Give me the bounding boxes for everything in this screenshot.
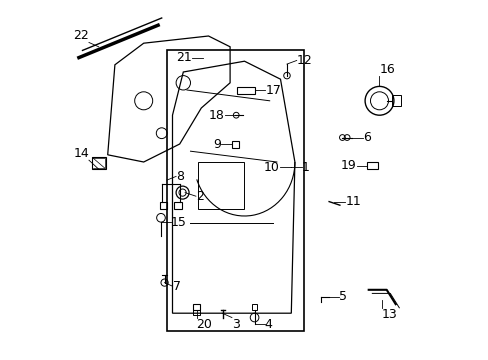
Text: 6: 6 [363,131,370,144]
Text: 11: 11 [345,195,360,208]
Text: 2: 2 [196,190,203,203]
Text: 22: 22 [73,30,89,42]
Text: 7: 7 [172,280,180,293]
Text: 15: 15 [170,216,186,229]
Text: 9: 9 [213,138,221,151]
Text: 21: 21 [176,51,192,64]
Text: 16: 16 [379,63,394,76]
Text: 8: 8 [176,170,183,183]
Text: 5: 5 [338,291,346,303]
Text: 18: 18 [208,109,224,122]
Text: 20: 20 [196,318,212,330]
Text: 13: 13 [381,308,397,321]
Text: 10: 10 [264,161,279,174]
Text: 3: 3 [231,318,239,330]
Text: 14: 14 [73,147,89,160]
Text: 1: 1 [302,161,309,174]
Text: 4: 4 [264,318,272,330]
Text: 19: 19 [340,159,356,172]
Text: 17: 17 [265,84,281,97]
Text: 12: 12 [296,54,312,67]
